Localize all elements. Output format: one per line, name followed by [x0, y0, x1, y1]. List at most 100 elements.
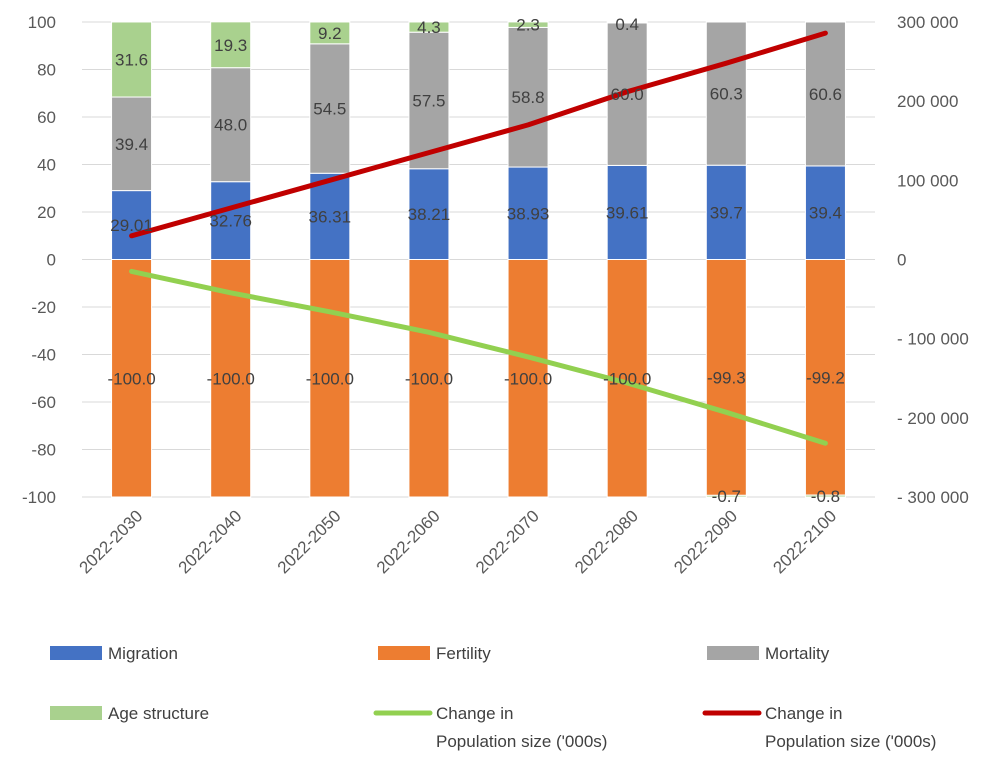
data-label-fertility: -99.3 [707, 368, 746, 387]
data-labels: 29.01 -100.0 39.4 31.6 32.76 -100.0 48.0 19.3 36… [107, 15, 844, 506]
data-label-migration: 39.4 [809, 204, 842, 223]
legend-label: Change in Population size ('000s) [436, 704, 607, 751]
y-left-tick-label: 0 [47, 251, 56, 270]
bar-age-structure [111, 21, 153, 98]
data-label-mortality: 57.5 [412, 91, 445, 110]
legend-label: Change in Population size ('000s) [765, 704, 936, 751]
gridlines [82, 21, 875, 498]
bar-age-structure [705, 494, 747, 498]
x-category-label: 2022-2090 [670, 506, 741, 577]
bar-mortality [705, 21, 747, 166]
data-label-fertility: -100.0 [504, 369, 552, 388]
data-label-migration: 36.31 [309, 207, 352, 226]
data-label-mortality: 60.3 [710, 85, 743, 104]
data-label-age-structure: 9.2 [318, 24, 342, 43]
legend-swatch [707, 646, 759, 660]
data-label-migration: 39.61 [606, 203, 649, 222]
y-right-tick-label: 300 000 [897, 13, 958, 32]
y-left-tick-label: -100 [22, 488, 56, 507]
legend-swatch [50, 706, 102, 720]
data-label-fertility: -100.0 [603, 369, 651, 388]
line-change-population-red [129, 30, 828, 239]
y-left-tick-label: -80 [31, 441, 56, 460]
line-change-population-green [129, 268, 828, 446]
data-label-mortality: 60.6 [809, 85, 842, 104]
y-left-tick-label: -20 [31, 298, 56, 317]
data-label-age-structure: -0.8 [811, 487, 840, 506]
x-category-label: 2022-2050 [274, 506, 345, 577]
legend-label: Migration [108, 644, 178, 663]
x-category-label: 2022-2060 [373, 506, 444, 577]
bar-age-structure [507, 21, 549, 28]
bar-fertility [507, 259, 549, 498]
x-category-label: 2022-2080 [571, 506, 642, 577]
data-label-mortality: 58.8 [512, 88, 545, 107]
bar-migration [408, 168, 450, 260]
legend-item: Mortality [707, 644, 830, 663]
bar-age-structure [210, 21, 252, 69]
data-label-fertility: -99.2 [806, 368, 845, 387]
x-category-label: 2022-2100 [769, 506, 840, 577]
legend: Migration Fertility Mortality Age structure… [50, 644, 936, 751]
y-right-tick-label: - 300 000 [897, 488, 969, 507]
bar-fertility [408, 259, 450, 498]
legend-swatch [378, 646, 430, 660]
y-right-tick-label: 0 [897, 251, 906, 270]
bar-age-structure [804, 494, 846, 498]
legend-label: Fertility [436, 644, 491, 663]
data-label-mortality: 54.5 [313, 100, 346, 119]
bar-migration [507, 166, 549, 260]
y-right-tick-label: 100 000 [897, 171, 958, 190]
y-left-tick-label: -60 [31, 393, 56, 412]
bar-mortality [309, 43, 351, 174]
y-left-tick-label: 40 [37, 156, 56, 175]
data-label-fertility: -100.0 [405, 369, 453, 388]
data-label-mortality: 48.0 [214, 116, 247, 135]
data-label-migration: 38.93 [507, 204, 550, 223]
data-label-mortality: 39.4 [115, 135, 148, 154]
bar-age-structure [309, 21, 351, 45]
y-left-tick-label: -40 [31, 346, 56, 365]
y-left-tick-label: 20 [37, 203, 56, 222]
data-label-age-structure: 4.3 [417, 18, 441, 37]
y-right-tick-label: - 100 000 [897, 330, 969, 349]
x-category-label: 2022-2070 [472, 506, 543, 577]
bar-migration [804, 165, 846, 260]
y-right-tick-label: - 200 000 [897, 409, 969, 428]
legend-label: Age structure [108, 704, 209, 723]
bar-fertility [309, 259, 351, 498]
data-label-migration: 32.76 [209, 212, 252, 231]
bar-age-structure [606, 21, 648, 24]
lines [129, 30, 828, 446]
y-left-tick-label: 80 [37, 61, 56, 80]
legend-swatch [50, 646, 102, 660]
bars [111, 21, 846, 498]
bar-fertility [210, 259, 252, 498]
bar-fertility [705, 259, 747, 496]
legend-item: Migration [50, 644, 178, 663]
data-label-age-structure: 31.6 [115, 51, 148, 70]
data-label-migration: 38.21 [408, 205, 451, 224]
bar-mortality [507, 26, 549, 168]
x-category-label: 2022-2030 [75, 506, 146, 577]
y-right-tick-label: 200 000 [897, 92, 958, 111]
data-label-fertility: -100.0 [306, 369, 354, 388]
data-label-migration: 39.7 [710, 203, 743, 222]
data-label-age-structure: -0.7 [712, 487, 741, 506]
data-label-age-structure: 2.3 [516, 16, 540, 35]
bar-fertility [111, 259, 153, 498]
legend-item: Fertility [378, 644, 491, 663]
bar-age-structure [408, 21, 450, 33]
bar-mortality [111, 96, 153, 192]
data-label-age-structure: 19.3 [214, 36, 247, 55]
bar-mortality [804, 21, 846, 167]
x-category-label: 2022-2040 [175, 506, 246, 577]
legend-item: Age structure [50, 704, 209, 723]
y-left-tick-label: 60 [37, 108, 56, 127]
data-label-migration: 29.01 [110, 216, 153, 235]
data-label-age-structure: 0.4 [615, 15, 639, 34]
bar-fertility [804, 259, 846, 496]
data-label-mortality: 60.0 [611, 85, 644, 104]
